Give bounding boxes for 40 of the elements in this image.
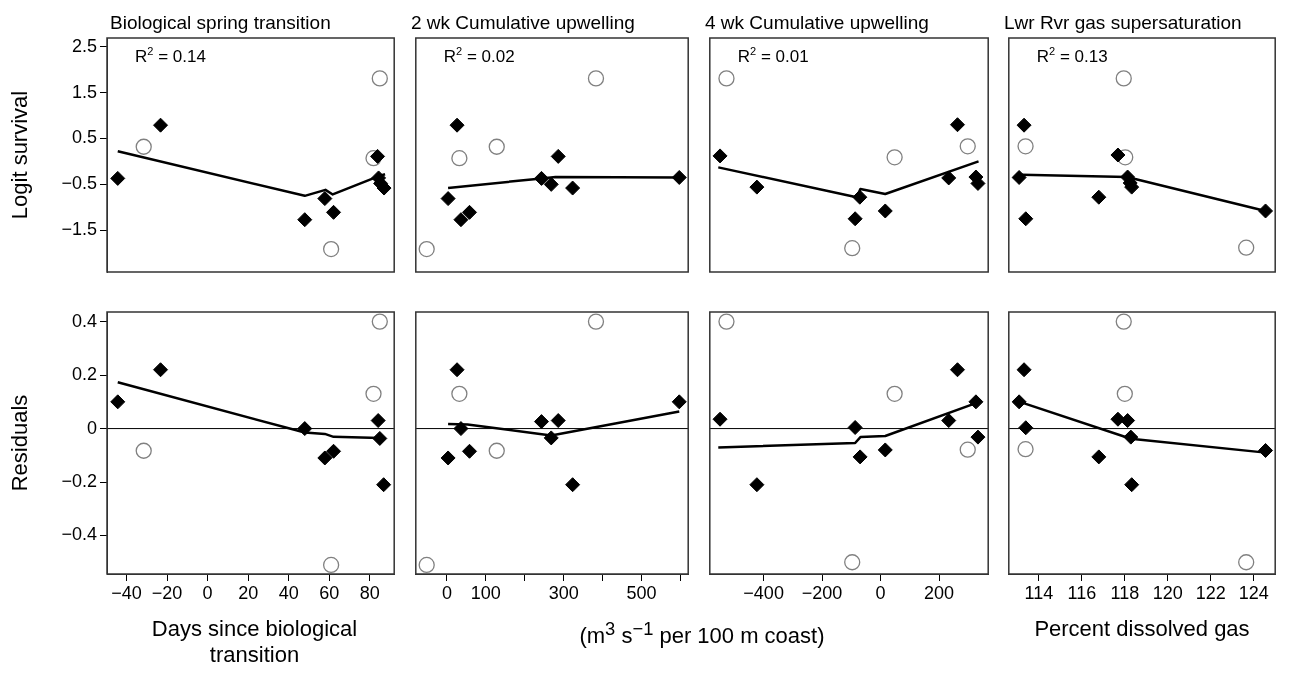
x-tick-label: 0 bbox=[875, 582, 886, 603]
chart-title: 2 wk Cumulative upwelling bbox=[411, 12, 635, 34]
x-tick-label: 80 bbox=[359, 582, 380, 603]
y-tick-label: 0.2 bbox=[71, 364, 97, 385]
y-tick-label: 1.5 bbox=[71, 81, 97, 102]
x-tick-label: −40 bbox=[111, 582, 142, 603]
x-tick-label: −400 bbox=[743, 582, 784, 603]
x-tick-label: 122 bbox=[1195, 582, 1226, 603]
x-tick-label: 118 bbox=[1110, 582, 1140, 603]
y-tick-label: −0.2 bbox=[61, 471, 97, 491]
x-tick-label: 200 bbox=[924, 582, 955, 603]
x-tick-label: 60 bbox=[319, 582, 340, 603]
chart-title: Biological spring transition bbox=[110, 12, 331, 34]
y-tick-label: 2.5 bbox=[71, 35, 97, 56]
y-tick-label: −0.5 bbox=[61, 173, 97, 194]
x-tick-label: 500 bbox=[626, 582, 657, 603]
y-tick-label: 0 bbox=[86, 417, 97, 438]
x-tick-label: 114 bbox=[1024, 582, 1054, 603]
chart-title: Lwr Rvr gas supersaturation bbox=[1004, 12, 1242, 34]
x-tick-label: 20 bbox=[238, 582, 259, 603]
x-tick-label: 124 bbox=[1238, 582, 1269, 603]
y-axis-title: Logit survival bbox=[7, 90, 33, 220]
x-tick-label: −200 bbox=[801, 582, 843, 603]
y-tick-label: −1.5 bbox=[61, 219, 97, 240]
x-axis-title: (m$^{3}$ s$^{−1}$ per 100 m coast) bbox=[578, 617, 826, 650]
x-tick-label: 100 bbox=[470, 582, 501, 603]
y-tick-label: 0.5 bbox=[71, 127, 97, 148]
x-tick-label: 116 bbox=[1067, 582, 1097, 603]
x-tick-label: 0 bbox=[202, 582, 213, 603]
x-axis-title: Percent dissolved gas bbox=[1033, 616, 1251, 642]
x-tick-label: 120 bbox=[1152, 582, 1183, 603]
y-tick-label: −0.4 bbox=[61, 524, 97, 545]
x-tick-label: 40 bbox=[278, 582, 299, 603]
y-tick-label: 0.4 bbox=[71, 310, 97, 331]
x-tick-label: −20 bbox=[151, 582, 183, 603]
y-axis-title: Residuals bbox=[7, 394, 33, 492]
x-tick-label: 0 bbox=[441, 582, 452, 603]
chart-title: 4 wk Cumulative upwelling bbox=[705, 12, 929, 34]
x-tick-label: 300 bbox=[548, 582, 579, 603]
x-axis-title: Days since biological transition bbox=[150, 616, 359, 668]
